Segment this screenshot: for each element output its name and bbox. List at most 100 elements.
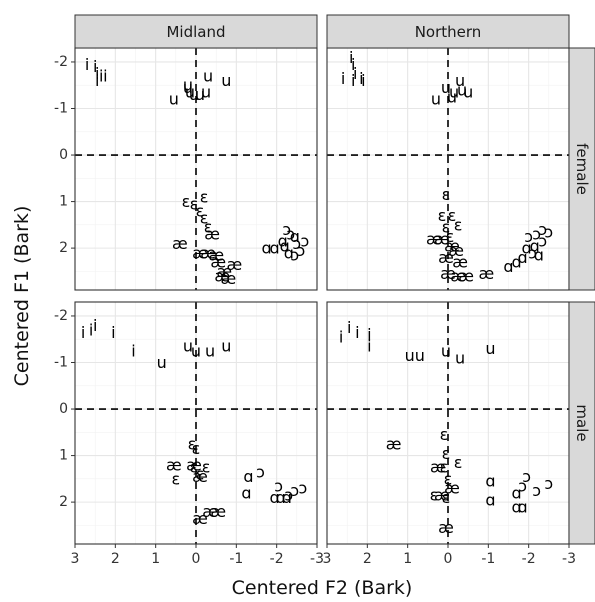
vowel-point-northern-female: ɛ xyxy=(442,218,451,237)
vowel-point-northern-female: ɑ xyxy=(522,239,532,258)
vowel-point-midland-male: ɑ xyxy=(270,488,280,507)
vowel-point-midland-female: u xyxy=(221,71,231,90)
strip-female-box xyxy=(568,47,595,291)
vowel-point-northern-female: ɑ xyxy=(518,248,528,267)
vowel-point-midland-male: i xyxy=(131,341,135,360)
vowel-point-northern-male: ɛ xyxy=(454,453,463,472)
vowel-point-northern-female: æ xyxy=(438,248,454,267)
vowel-point-northern-female: ɑ xyxy=(534,246,544,265)
vowel-point-midland-female: ɔ xyxy=(286,225,295,244)
strip-midland-label: Midland xyxy=(166,23,225,41)
vowel-point-northern-male: ɛ xyxy=(442,444,451,463)
vowel-point-northern-male: u xyxy=(485,339,495,358)
vowel-point-midland-male: ɛ xyxy=(196,465,205,484)
x-tick-label-midland: -1 xyxy=(229,551,243,567)
vowel-point-midland-female: ɔ xyxy=(297,241,306,260)
vowel-point-northern-male: ɑ xyxy=(518,497,528,516)
vowel-point-midland-female: u xyxy=(195,85,205,104)
vowel-point-northern-female: i xyxy=(341,69,345,88)
vowel-point-northern-male: ɑ xyxy=(512,497,522,516)
vowel-point-midland-female: ɛ xyxy=(196,201,205,220)
vowel-point-northern-female: æ xyxy=(426,229,442,248)
vowel-point-midland-male: i xyxy=(81,323,85,342)
vowel-point-northern-female: æ xyxy=(434,229,450,248)
vowel-point-northern-female: u xyxy=(449,83,459,102)
vowel-point-midland-male: ɛ xyxy=(188,434,197,453)
vowel-point-midland-male: æ xyxy=(186,455,202,474)
vowel-point-midland-female: u xyxy=(203,66,213,85)
y-tick-label-female: -2 xyxy=(54,54,68,70)
vowel-point-midland-female: æ xyxy=(216,262,232,281)
vowel-point-midland-female: æ xyxy=(226,255,242,274)
vowel-point-midland-female: i xyxy=(103,66,107,85)
y-tick-label-female: -1 xyxy=(54,101,68,117)
vowel-point-northern-male: ɔ xyxy=(544,474,553,493)
y-tick-label-male: 1 xyxy=(59,448,68,464)
vowel-point-northern-male: ɔ xyxy=(518,476,527,495)
x-tick-label-northern: 1 xyxy=(403,551,412,567)
strip-northern-box xyxy=(326,14,570,49)
vowel-point-midland-female: ɛ xyxy=(182,192,191,211)
vowel-point-northern-male: ɛ xyxy=(440,425,449,444)
vowel-point-midland-female: æ xyxy=(192,243,208,262)
vowel-point-midland-female: i xyxy=(93,57,97,76)
vowel-point-northern-male: i xyxy=(367,325,371,344)
vowel-point-midland-female: ɔ xyxy=(282,220,291,239)
vowel-point-northern-female: æ xyxy=(440,264,456,283)
vowel-point-northern-female: ɔ xyxy=(538,220,547,239)
vowel-point-midland-female: ɛ xyxy=(200,187,209,206)
vowel-point-midland-female: æ xyxy=(172,234,188,253)
vowel-point-northern-female: u xyxy=(463,83,473,102)
vowel-point-northern-male: æ xyxy=(444,479,460,498)
vowel-point-midland-male: u xyxy=(221,337,231,356)
y-tick-label-female: 1 xyxy=(59,194,68,210)
x-tick-label-northern: -3 xyxy=(562,551,576,567)
vowel-point-midland-male: æ xyxy=(192,509,208,528)
vowel-point-midland-female: u xyxy=(183,76,193,95)
vowel-point-midland-male: ɛ xyxy=(190,458,199,477)
strip-female-label: female xyxy=(573,143,591,195)
vowel-point-midland-male: ɑ xyxy=(241,483,251,502)
vowel-point-northern-female: ɑ xyxy=(503,257,513,276)
vowel-point-midland-female: æ xyxy=(210,253,226,272)
vowel-point-midland-male: ɛ xyxy=(171,469,180,488)
vowel-point-northern-male: ɛ xyxy=(430,486,439,505)
y-tick-label-male: -1 xyxy=(54,355,68,371)
vowel-point-midland-male: ɛ xyxy=(192,439,201,458)
y-tick-label-male: -2 xyxy=(54,308,68,324)
vowel-point-northern-female: ɔ xyxy=(532,225,541,244)
reference-lines xyxy=(75,48,569,544)
vowel-point-northern-male: u xyxy=(455,348,465,367)
grid-layer xyxy=(74,48,570,544)
vowel-point-midland-female: æ xyxy=(200,243,216,262)
x-tick-label-northern: -1 xyxy=(481,551,495,567)
vowel-point-midland-female: æ xyxy=(208,246,224,265)
vowel-point-northern-male: ɔ xyxy=(532,481,541,500)
vowel-point-midland-female: i xyxy=(95,71,99,90)
vowel-point-northern-female: ɔ xyxy=(528,243,537,262)
vowel-point-midland-female: u xyxy=(169,90,179,109)
vowel-point-northern-female: ɛ xyxy=(446,227,455,246)
x-tick-label-midland: 3 xyxy=(71,551,80,567)
vowel-point-northern-male: æ xyxy=(430,458,446,477)
vowel-point-northern-female: i xyxy=(349,48,353,67)
vowel-point-midland-male: u xyxy=(205,341,215,360)
vowel-point-northern-male: ɑ xyxy=(485,490,495,509)
y-axis-title: Centered F1 (Bark) xyxy=(11,206,33,387)
strip-male-label: male xyxy=(573,404,591,441)
panel-backgrounds xyxy=(75,48,569,544)
vowel-point-midland-male: i xyxy=(89,320,93,339)
column-strips: Midland Northern xyxy=(74,14,570,49)
strip-male-box xyxy=(568,301,595,545)
vowel-point-northern-female: u xyxy=(457,80,467,99)
vowel-point-northern-female: ɔ xyxy=(544,222,553,241)
vowel-point-midland-male: ɔ xyxy=(299,479,308,498)
vowel-point-northern-female: æ xyxy=(458,267,474,286)
vowel-point-midland-male: æ xyxy=(166,455,182,474)
x-tick-label-northern: 2 xyxy=(363,551,372,567)
vowel-point-midland-female: æ xyxy=(204,225,220,244)
vowel-point-midland-female: ɑ xyxy=(280,236,290,255)
vowel-point-midland-female: u xyxy=(201,83,211,102)
